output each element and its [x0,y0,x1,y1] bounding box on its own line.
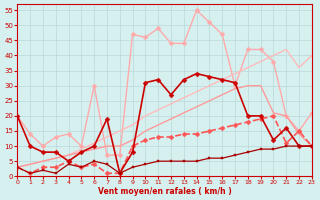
X-axis label: Vent moyen/en rafales ( km/h ): Vent moyen/en rafales ( km/h ) [98,187,231,196]
